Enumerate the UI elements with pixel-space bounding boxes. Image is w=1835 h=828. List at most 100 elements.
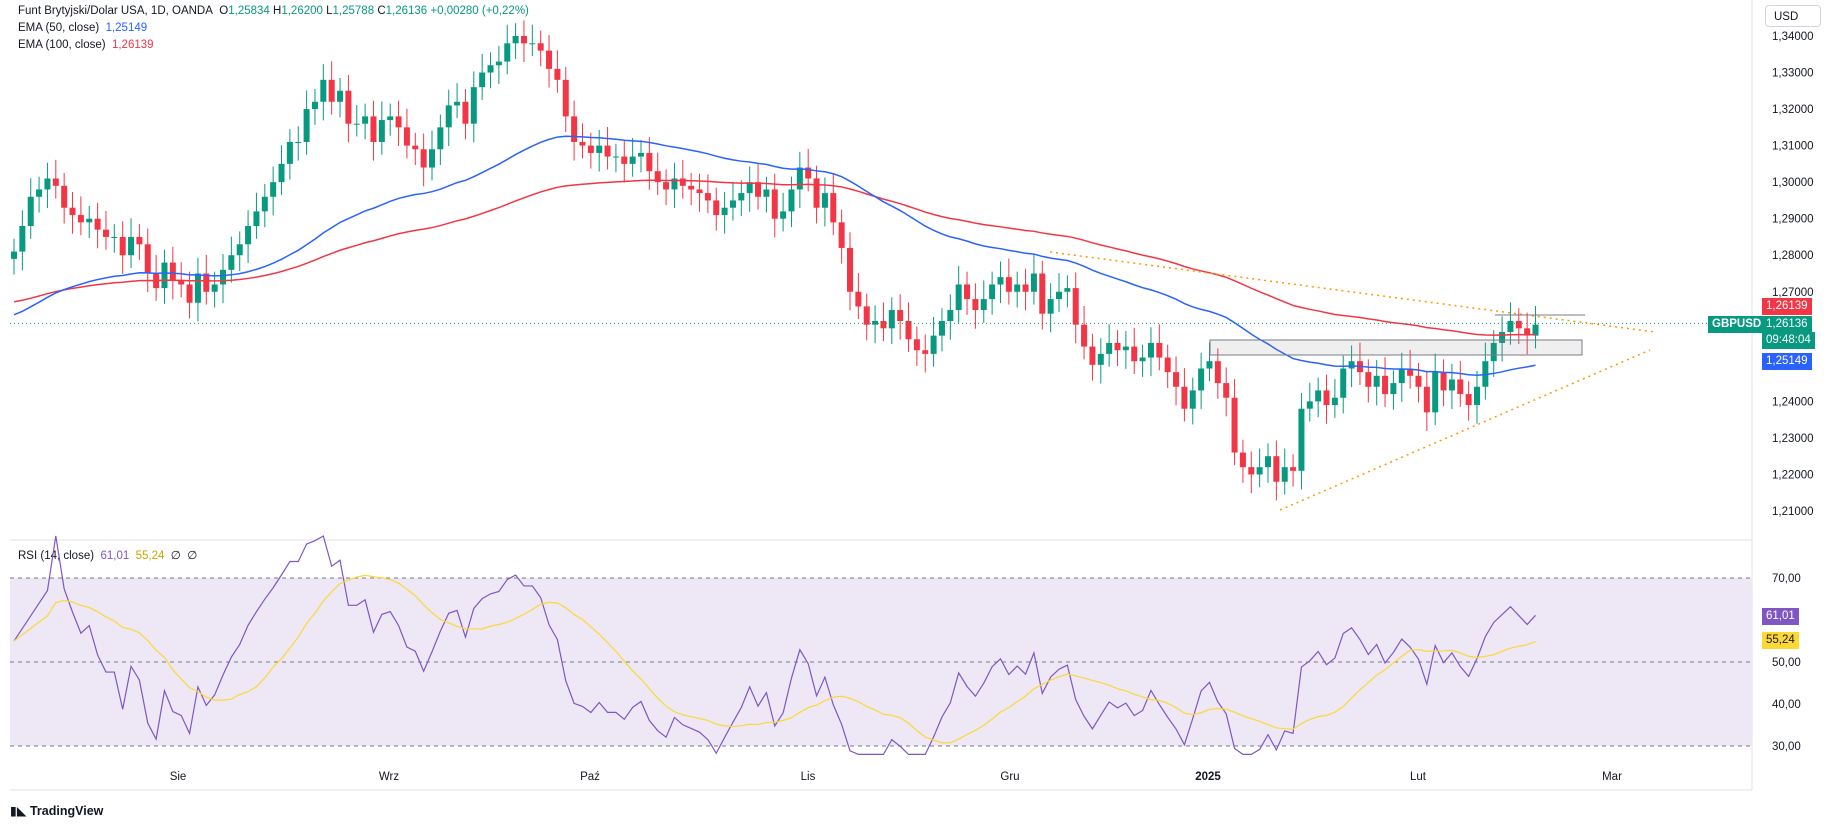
time-tick-label: Lis xyxy=(801,771,816,783)
candle-body xyxy=(930,335,937,354)
candle-body xyxy=(1407,368,1414,376)
ema50-value: 1,25149 xyxy=(105,22,148,34)
candle-body xyxy=(1474,386,1480,406)
candle-body xyxy=(805,167,812,179)
candle-body xyxy=(253,211,260,226)
candle-body xyxy=(989,284,996,300)
tradingview-logo[interactable]: ▮◣ TradingView xyxy=(10,803,103,818)
candle-body xyxy=(821,193,828,208)
candle-body xyxy=(813,178,820,208)
candle-body xyxy=(1265,456,1271,468)
candle-body xyxy=(278,163,285,183)
candle-body xyxy=(1114,342,1121,351)
candle-body xyxy=(1273,456,1280,482)
candle-body xyxy=(1081,324,1088,347)
candle-body xyxy=(688,185,695,190)
ema50-line xyxy=(13,135,1536,376)
candle-body xyxy=(429,149,435,168)
candle-body xyxy=(1440,372,1447,391)
ema100-price-tag: 1,26139 xyxy=(1762,298,1812,315)
candle-body xyxy=(913,339,920,351)
candle-body xyxy=(86,218,93,223)
candle-body xyxy=(1532,324,1539,336)
close-label: C xyxy=(377,5,386,17)
candle-body xyxy=(654,171,661,183)
candle-body xyxy=(412,145,419,150)
candle-body xyxy=(529,43,536,45)
rsi-null-2: ∅ xyxy=(187,550,198,562)
rsi-legend[interactable]: RSI (14, close) 61,01 55,24 ∅ ∅ xyxy=(18,548,197,565)
candle-body xyxy=(604,145,611,157)
candle-body xyxy=(1248,467,1255,475)
candle-body xyxy=(1256,467,1263,475)
candle-body xyxy=(796,167,803,190)
ema50-legend[interactable]: EMA (50, close) 1,25149 xyxy=(18,20,147,37)
candle-body xyxy=(679,178,686,186)
candle-body xyxy=(621,156,628,164)
candle-body xyxy=(1315,390,1322,402)
candle-body xyxy=(228,255,235,270)
last-price-tag: 1,26136 xyxy=(1762,316,1812,333)
candle-body xyxy=(1005,277,1012,292)
price-tick-label: 1,31000 xyxy=(1772,141,1814,153)
candle-body xyxy=(997,277,1004,285)
candle-body xyxy=(1465,394,1472,406)
candle-body xyxy=(94,218,101,230)
low-value: 1,25788 xyxy=(332,5,375,17)
candle-body xyxy=(286,141,293,164)
candle-body xyxy=(1390,383,1397,395)
candle-body xyxy=(186,284,193,303)
candle-body xyxy=(1022,284,1029,292)
rsi-ma-line xyxy=(13,574,1536,744)
x-axis: Sie Wrz Paź Lis Gru 2025 Lut Mar xyxy=(170,771,1622,783)
candle-body xyxy=(161,262,168,289)
candle-body xyxy=(955,284,962,311)
time-tick-label: Wrz xyxy=(379,771,399,783)
ema100-value: 1,26139 xyxy=(111,39,154,51)
candle-body xyxy=(1373,375,1380,387)
candle-body xyxy=(1047,299,1054,314)
candle-body xyxy=(1223,383,1230,398)
currency-button[interactable]: USD xyxy=(1765,5,1821,27)
candle-body xyxy=(1097,353,1104,365)
rsi-value-tag: 61,01 xyxy=(1762,608,1799,625)
candle-body xyxy=(947,310,954,321)
candle-body xyxy=(729,200,736,208)
candle-body xyxy=(629,156,636,164)
candle-body xyxy=(512,36,519,44)
candle-body xyxy=(830,193,837,223)
candle-body xyxy=(872,321,879,325)
candle-body xyxy=(1239,452,1246,468)
candle-body xyxy=(69,207,76,216)
candle-body xyxy=(1039,273,1046,314)
candle-body xyxy=(11,251,17,259)
candle-body xyxy=(612,156,619,158)
candle-body xyxy=(261,196,268,212)
candle-body xyxy=(537,43,544,51)
candle-body xyxy=(596,145,603,153)
ema100-label: EMA (100, close) xyxy=(18,39,106,51)
candle-body xyxy=(780,211,787,219)
candle-body xyxy=(1398,368,1405,384)
price-tick-label: 1,21000 xyxy=(1772,506,1814,518)
candle-body xyxy=(52,178,59,186)
open-value: 1,25834 xyxy=(228,5,270,17)
rsi-label: RSI (14, close) xyxy=(18,550,95,562)
candle-body xyxy=(337,90,344,102)
ema100-legend[interactable]: EMA (100, close) 1,26139 xyxy=(18,37,154,54)
ohlc-legend: Funt Brytyjski/Dolar USA, 1D, OANDA O1,2… xyxy=(18,3,529,20)
symbol-tag: GBPUSD xyxy=(1708,316,1766,333)
support-zone xyxy=(1209,339,1583,356)
candle-body xyxy=(1423,386,1430,413)
candle-body xyxy=(320,79,327,102)
candle-body xyxy=(111,236,118,238)
price-axis: 1,34000 1,33000 1,32000 1,31000 1,30000 1,290… xyxy=(1772,31,1814,518)
high-value: 1,26200 xyxy=(281,5,323,17)
candle-body xyxy=(738,193,745,201)
price-tick-label: 1,23000 xyxy=(1772,433,1814,445)
candle-body xyxy=(562,79,569,117)
candle-body xyxy=(437,127,444,150)
price-tick-label: 1,29000 xyxy=(1772,214,1814,226)
candle-body xyxy=(922,350,929,354)
